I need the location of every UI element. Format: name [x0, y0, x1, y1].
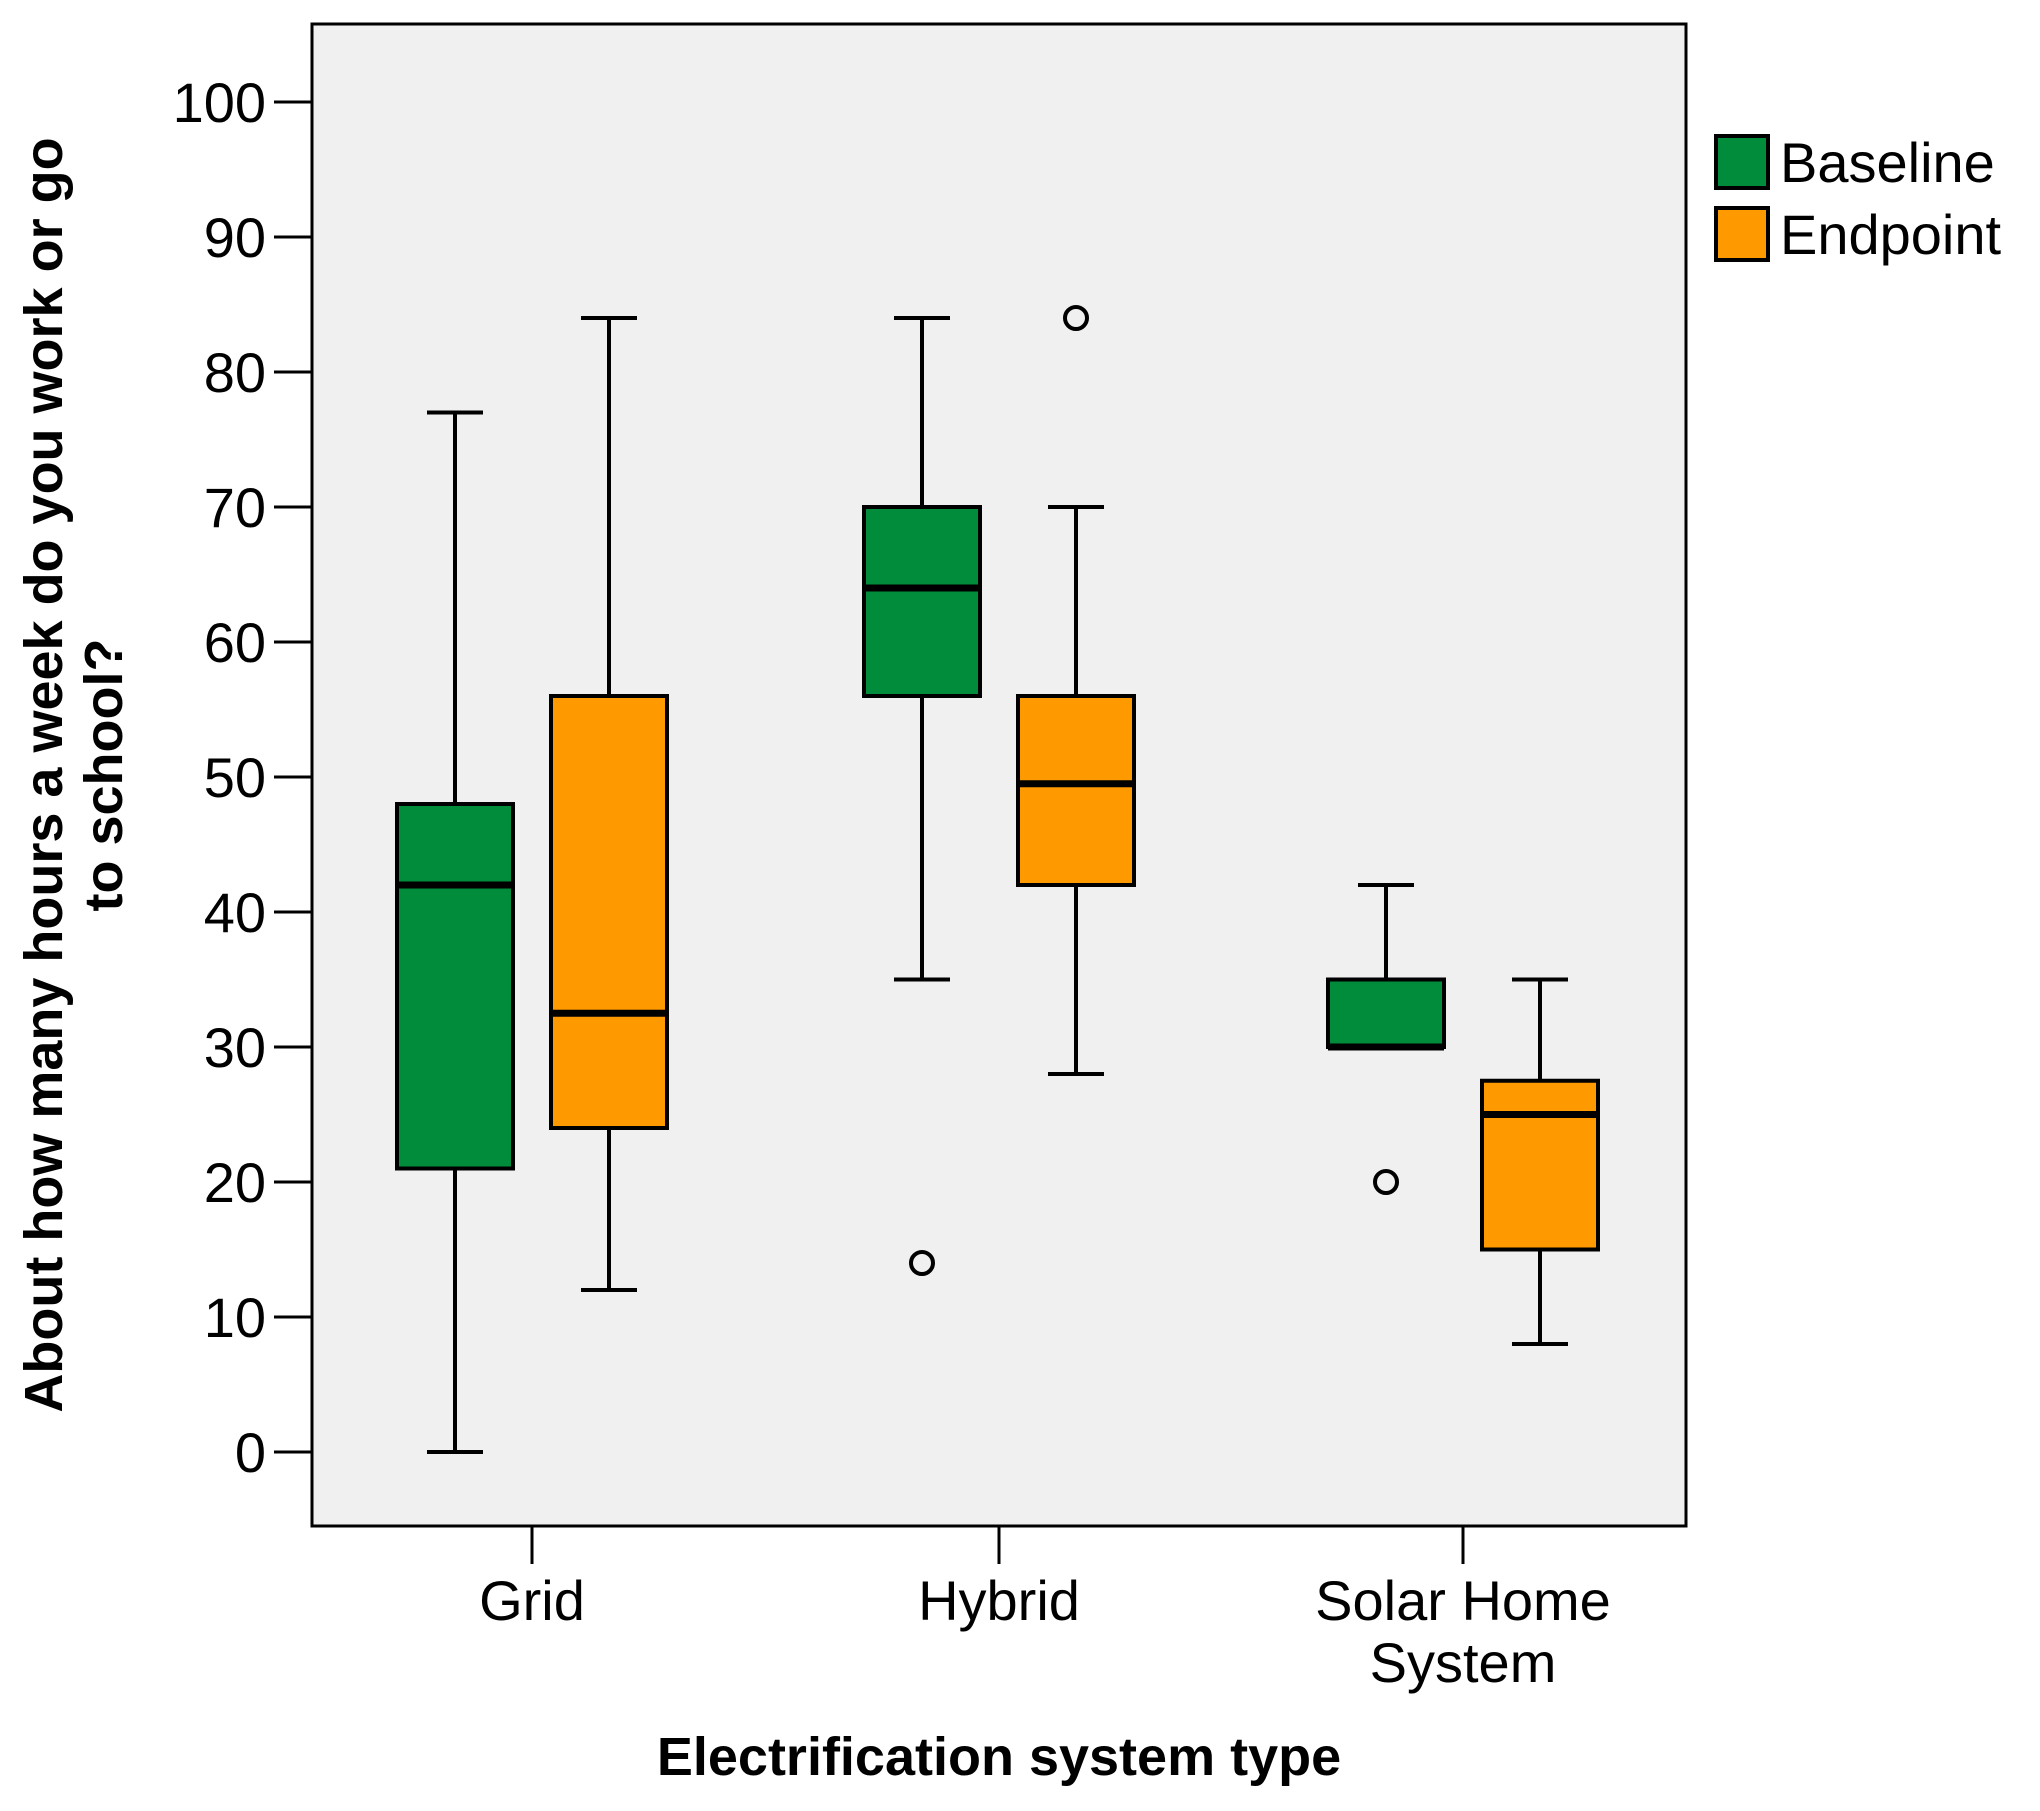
y-tick-label: 70 [204, 476, 266, 539]
y-axis-title: About how many hours a week do you work … [14, 137, 134, 1412]
iqr-box [395, 802, 515, 1171]
y-tick-label: 100 [173, 71, 266, 134]
x-category-label: Solar Home [1315, 1569, 1611, 1632]
x-category-label: System [1370, 1631, 1557, 1694]
outlier-point [1373, 1169, 1399, 1195]
box-baseline [395, 410, 515, 1454]
x-axis-title: Electrification system type [657, 1727, 1341, 1787]
y-tick-label: 80 [204, 341, 266, 404]
iqr-box [1016, 694, 1136, 887]
box-baseline [862, 316, 982, 1276]
outlier-point [909, 1250, 935, 1276]
iqr-box [549, 694, 669, 1130]
box-baseline [1326, 883, 1446, 1195]
y-tick-label: 10 [204, 1286, 266, 1349]
x-category-label: Grid [479, 1569, 585, 1632]
y-axis-title-line: About how many hours a week do you work … [14, 137, 74, 1412]
legend: Baseline Endpoint [1714, 131, 2002, 266]
outlier-point [1063, 305, 1089, 331]
box-series [395, 305, 1600, 1454]
box-endpoint [1480, 977, 1600, 1346]
iqr-box [1480, 1078, 1600, 1252]
y-tick-label: 30 [204, 1016, 266, 1079]
y-axis: 0 10 20 30 40 50 60 70 80 90 100 [173, 71, 312, 1484]
plot-area [310, 22, 1688, 1528]
y-axis-title-line: to school? [74, 639, 134, 912]
box-endpoint [1016, 305, 1136, 1076]
legend-label-endpoint: Endpoint [1780, 203, 2002, 266]
legend-swatch-baseline [1714, 134, 1770, 190]
iqr-box [862, 505, 982, 698]
legend-swatch-endpoint [1714, 206, 1770, 262]
y-tick-label: 90 [204, 206, 266, 269]
box-endpoint [549, 316, 669, 1292]
iqr-box [1326, 977, 1446, 1049]
y-tick-label: 60 [204, 611, 266, 674]
y-tick-label: 0 [235, 1421, 266, 1484]
y-tick-label: 50 [204, 746, 266, 809]
x-category-label: Hybrid [918, 1569, 1080, 1632]
y-tick-label: 20 [204, 1151, 266, 1214]
y-tick-label: 40 [204, 881, 266, 944]
legend-label-baseline: Baseline [1780, 131, 1995, 194]
